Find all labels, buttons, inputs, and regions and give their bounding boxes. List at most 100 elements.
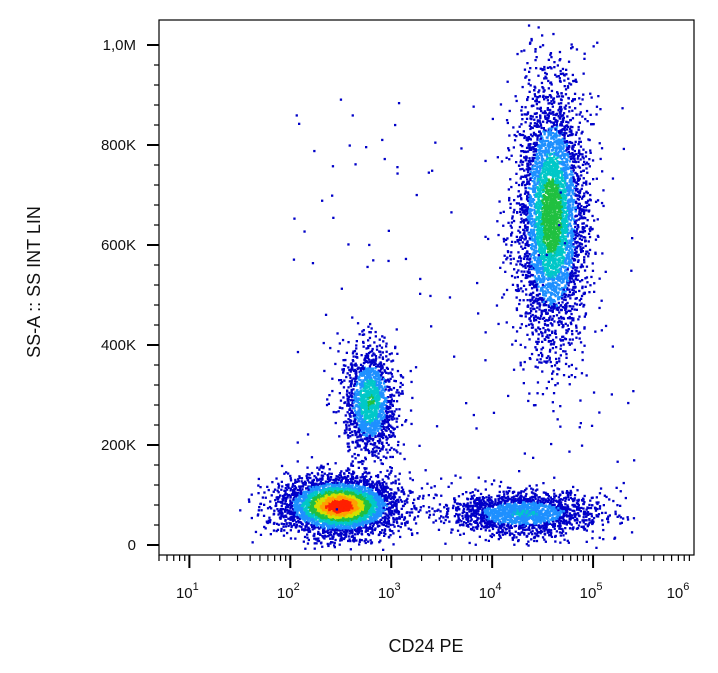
- data-point: [297, 500, 300, 503]
- data-point: [388, 501, 391, 504]
- data-point: [377, 509, 380, 513]
- data-point: [391, 530, 394, 533]
- data-point: [363, 437, 367, 440]
- data-point: [413, 498, 416, 501]
- data-point: [357, 518, 360, 521]
- data-point: [323, 522, 326, 525]
- data-point: [300, 517, 303, 520]
- data-point: [365, 479, 369, 482]
- data-point: [382, 503, 385, 506]
- data-point: [276, 489, 279, 492]
- data-point: [332, 524, 335, 527]
- data-point: [360, 533, 364, 536]
- data-point: [310, 491, 313, 494]
- data-point: [367, 371, 370, 374]
- data-point: [367, 379, 370, 382]
- data-point: [370, 526, 373, 530]
- data-point: [392, 520, 395, 523]
- data-point: [355, 475, 359, 478]
- data-point: [283, 529, 286, 532]
- data-point: [322, 493, 325, 497]
- data-point: [277, 500, 280, 503]
- data-point: [358, 479, 362, 482]
- data-point: [353, 489, 356, 493]
- data-point: [352, 540, 356, 543]
- data-point: [409, 477, 412, 480]
- data-point: [392, 431, 395, 435]
- data-point: [257, 513, 260, 516]
- data-point: [391, 500, 394, 503]
- data-point: [308, 486, 311, 489]
- data-point: [334, 532, 337, 535]
- data-point: [282, 515, 285, 518]
- data-point: [319, 506, 322, 510]
- data-point: [368, 506, 371, 510]
- data-point: [284, 518, 287, 522]
- data-point: [421, 497, 425, 500]
- data-point: [388, 418, 391, 421]
- data-point: [368, 517, 372, 520]
- data-point: [296, 491, 300, 495]
- data-point: [343, 504, 346, 507]
- data-point: [320, 541, 323, 544]
- data-point: [322, 491, 325, 494]
- data-point: [307, 497, 310, 500]
- data-point: [409, 491, 412, 494]
- data-point: [369, 539, 372, 542]
- data-point: [386, 520, 390, 523]
- data-point: [405, 419, 408, 422]
- data-point: [332, 500, 335, 504]
- data-point: [350, 411, 353, 414]
- data-point: [340, 490, 343, 493]
- data-point: [324, 480, 327, 483]
- data-point: [352, 491, 355, 494]
- data-point: [387, 514, 390, 518]
- data-point: [344, 420, 347, 423]
- data-point: [363, 357, 367, 360]
- data-point: [340, 521, 343, 524]
- data-point: [402, 492, 406, 496]
- data-point: [306, 486, 309, 490]
- data-point: [380, 512, 383, 515]
- data-point: [359, 460, 362, 464]
- data-point: [348, 507, 351, 510]
- data-point: [381, 356, 384, 359]
- data-point: [353, 527, 356, 530]
- data-point: [345, 425, 348, 428]
- data-point: [305, 487, 308, 490]
- data-point: [399, 535, 402, 539]
- data-point: [372, 486, 375, 489]
- data-point: [321, 545, 324, 548]
- data-point: [364, 359, 367, 362]
- data-point: [361, 365, 364, 368]
- data-point: [329, 499, 333, 502]
- data-point: [402, 443, 405, 446]
- data-point: [382, 489, 385, 492]
- data-point: [379, 449, 382, 453]
- data-point: [292, 482, 295, 486]
- data-point: [383, 336, 386, 339]
- data-point: [299, 491, 303, 494]
- data-point: [317, 537, 320, 540]
- data-point: [356, 430, 359, 433]
- data-point: [379, 379, 382, 382]
- data-point: [414, 522, 418, 525]
- data-point: [391, 415, 395, 418]
- data-point: [358, 518, 361, 521]
- data-point: [369, 475, 373, 479]
- data-point: [367, 515, 370, 519]
- data-point: [264, 527, 267, 530]
- data-point: [320, 512, 323, 516]
- data-point: [291, 484, 295, 487]
- data-point: [337, 521, 340, 525]
- data-point: [334, 462, 337, 465]
- data-point: [318, 518, 321, 521]
- data-point: [334, 477, 337, 480]
- data-point: [353, 425, 356, 428]
- data-point: [320, 494, 324, 497]
- data-point: [317, 539, 321, 543]
- data-point: [321, 507, 325, 510]
- data-point: [284, 525, 288, 528]
- data-point: [383, 422, 386, 425]
- data-point: [306, 519, 309, 522]
